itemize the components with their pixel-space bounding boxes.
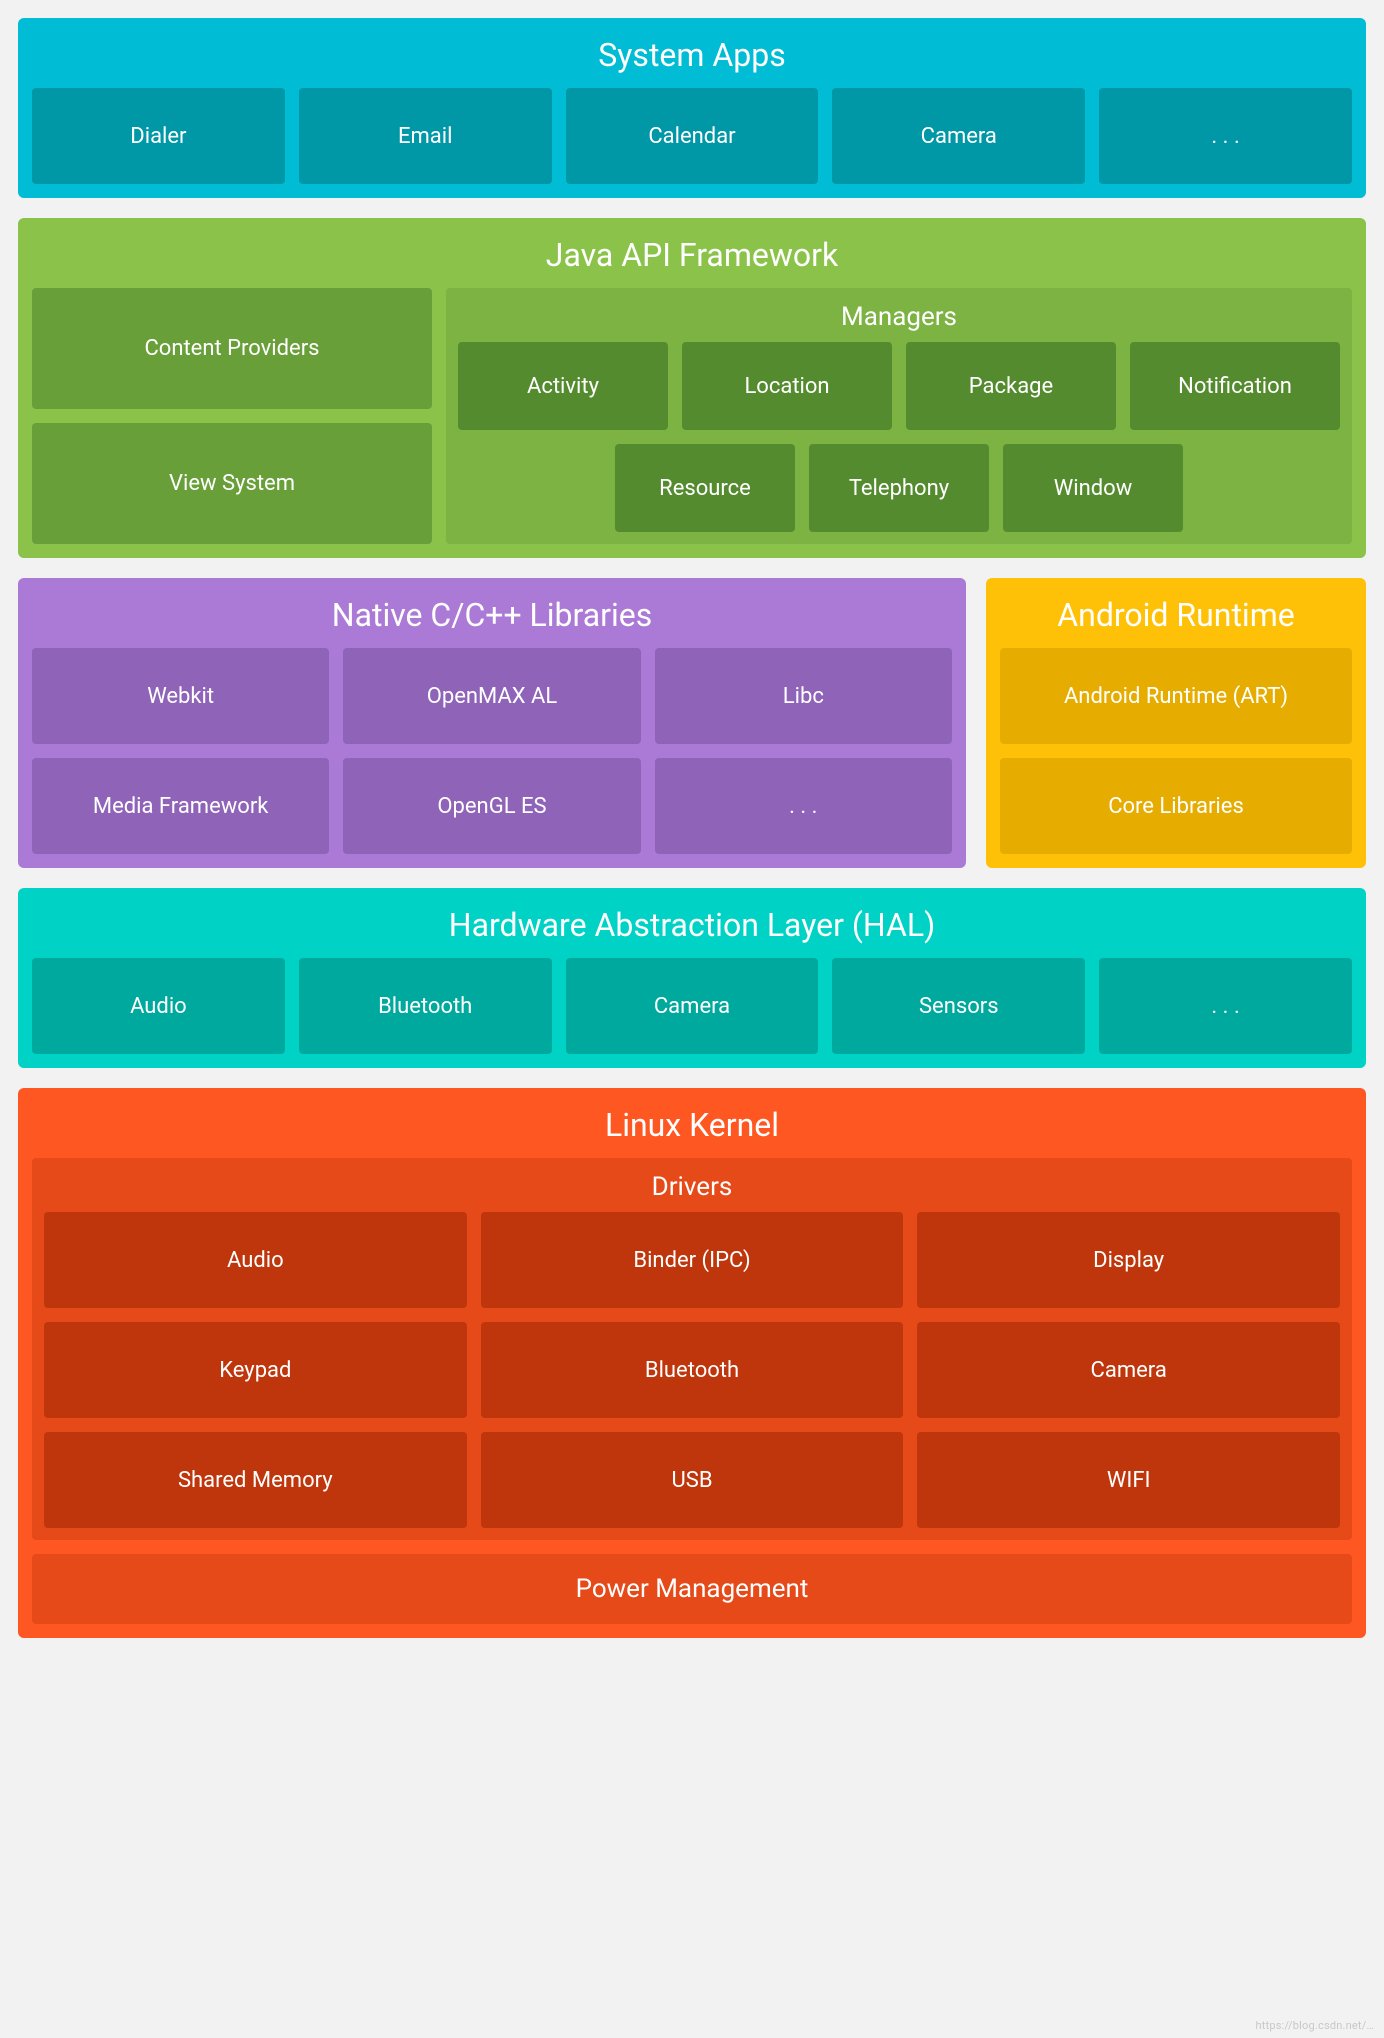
managers-item: Location: [682, 342, 892, 430]
kernel-power-mgmt: Power Management: [32, 1554, 1352, 1624]
java-api-left-item: Content Providers: [32, 288, 432, 409]
hal-item: Camera: [566, 958, 819, 1054]
drivers-item: Audio: [44, 1212, 467, 1308]
layer-native-libs: Native C/C++ Libraries Webkit OpenMAX AL…: [18, 578, 966, 868]
drivers-row-2: Keypad Bluetooth Camera: [44, 1322, 1340, 1418]
drivers-item: Shared Memory: [44, 1432, 467, 1528]
native-libs-item: Media Framework: [32, 758, 329, 854]
native-libs-row-1: Webkit OpenMAX AL Libc: [32, 648, 952, 744]
runtime-item: Core Libraries: [1000, 758, 1352, 854]
managers-row-1: Activity Location Package Notification: [458, 342, 1340, 430]
system-apps-item: Camera: [832, 88, 1085, 184]
hal-item: Bluetooth: [299, 958, 552, 1054]
managers-row-2: Resource Telephony Window: [458, 444, 1340, 532]
managers-item: Package: [906, 342, 1116, 430]
managers-item: Window: [1003, 444, 1183, 532]
drivers-item: Display: [917, 1212, 1340, 1308]
layer-runtime: Android Runtime Android Runtime (ART) Co…: [986, 578, 1366, 868]
managers-item: Resource: [615, 444, 795, 532]
hal-item: . . .: [1099, 958, 1352, 1054]
hal-item: Audio: [32, 958, 285, 1054]
managers-item: Activity: [458, 342, 668, 430]
java-api-managers: Managers Activity Location Package Notif…: [446, 288, 1352, 544]
drivers-row-1: Audio Binder (IPC) Display: [44, 1212, 1340, 1308]
native-libs-item: . . .: [655, 758, 952, 854]
drivers-item: Keypad: [44, 1322, 467, 1418]
native-libs-item: OpenGL ES: [343, 758, 640, 854]
layer-system-apps: System Apps Dialer Email Calendar Camera…: [18, 18, 1366, 198]
system-apps-item: Calendar: [566, 88, 819, 184]
drivers-title: Drivers: [44, 1168, 1340, 1212]
java-api-left-item: View System: [32, 423, 432, 544]
hal-item: Sensors: [832, 958, 1085, 1054]
managers-item: Notification: [1130, 342, 1340, 430]
drivers-item: Bluetooth: [481, 1322, 904, 1418]
java-api-columns: Content Providers View System Managers A…: [32, 288, 1352, 544]
drivers-item: Camera: [917, 1322, 1340, 1418]
watermark: https://blog.csdn.net/…: [1256, 2019, 1374, 2032]
java-api-left: Content Providers View System: [32, 288, 432, 544]
system-apps-row: Dialer Email Calendar Camera . . .: [32, 88, 1352, 184]
kernel-drivers: Drivers Audio Binder (IPC) Display Keypa…: [32, 1158, 1352, 1540]
system-apps-item: Dialer: [32, 88, 285, 184]
layer-title-runtime: Android Runtime: [1000, 590, 1352, 648]
drivers-item: Binder (IPC): [481, 1212, 904, 1308]
layer-title-native-libs: Native C/C++ Libraries: [32, 590, 952, 648]
layer-title-hal: Hardware Abstraction Layer (HAL): [32, 900, 1352, 958]
native-runtime-row: Native C/C++ Libraries Webkit OpenMAX AL…: [18, 578, 1366, 868]
layer-title-kernel: Linux Kernel: [32, 1100, 1352, 1158]
runtime-item: Android Runtime (ART): [1000, 648, 1352, 744]
managers-title: Managers: [458, 298, 1340, 342]
managers-item: Telephony: [809, 444, 989, 532]
layer-kernel: Linux Kernel Drivers Audio Binder (IPC) …: [18, 1088, 1366, 1638]
drivers-item: USB: [481, 1432, 904, 1528]
native-libs-item: Webkit: [32, 648, 329, 744]
drivers-item: WIFI: [917, 1432, 1340, 1528]
layer-title-system-apps: System Apps: [32, 30, 1352, 88]
system-apps-item: . . .: [1099, 88, 1352, 184]
native-libs-item: Libc: [655, 648, 952, 744]
drivers-row-3: Shared Memory USB WIFI: [44, 1432, 1340, 1528]
layer-java-api: Java API Framework Content Providers Vie…: [18, 218, 1366, 558]
system-apps-item: Email: [299, 88, 552, 184]
hal-row: Audio Bluetooth Camera Sensors . . .: [32, 958, 1352, 1054]
layer-title-java-api: Java API Framework: [32, 230, 1352, 288]
runtime-col: Android Runtime (ART) Core Libraries: [1000, 648, 1352, 854]
layer-hal: Hardware Abstraction Layer (HAL) Audio B…: [18, 888, 1366, 1068]
native-libs-item: OpenMAX AL: [343, 648, 640, 744]
native-libs-row-2: Media Framework OpenGL ES . . .: [32, 758, 952, 854]
